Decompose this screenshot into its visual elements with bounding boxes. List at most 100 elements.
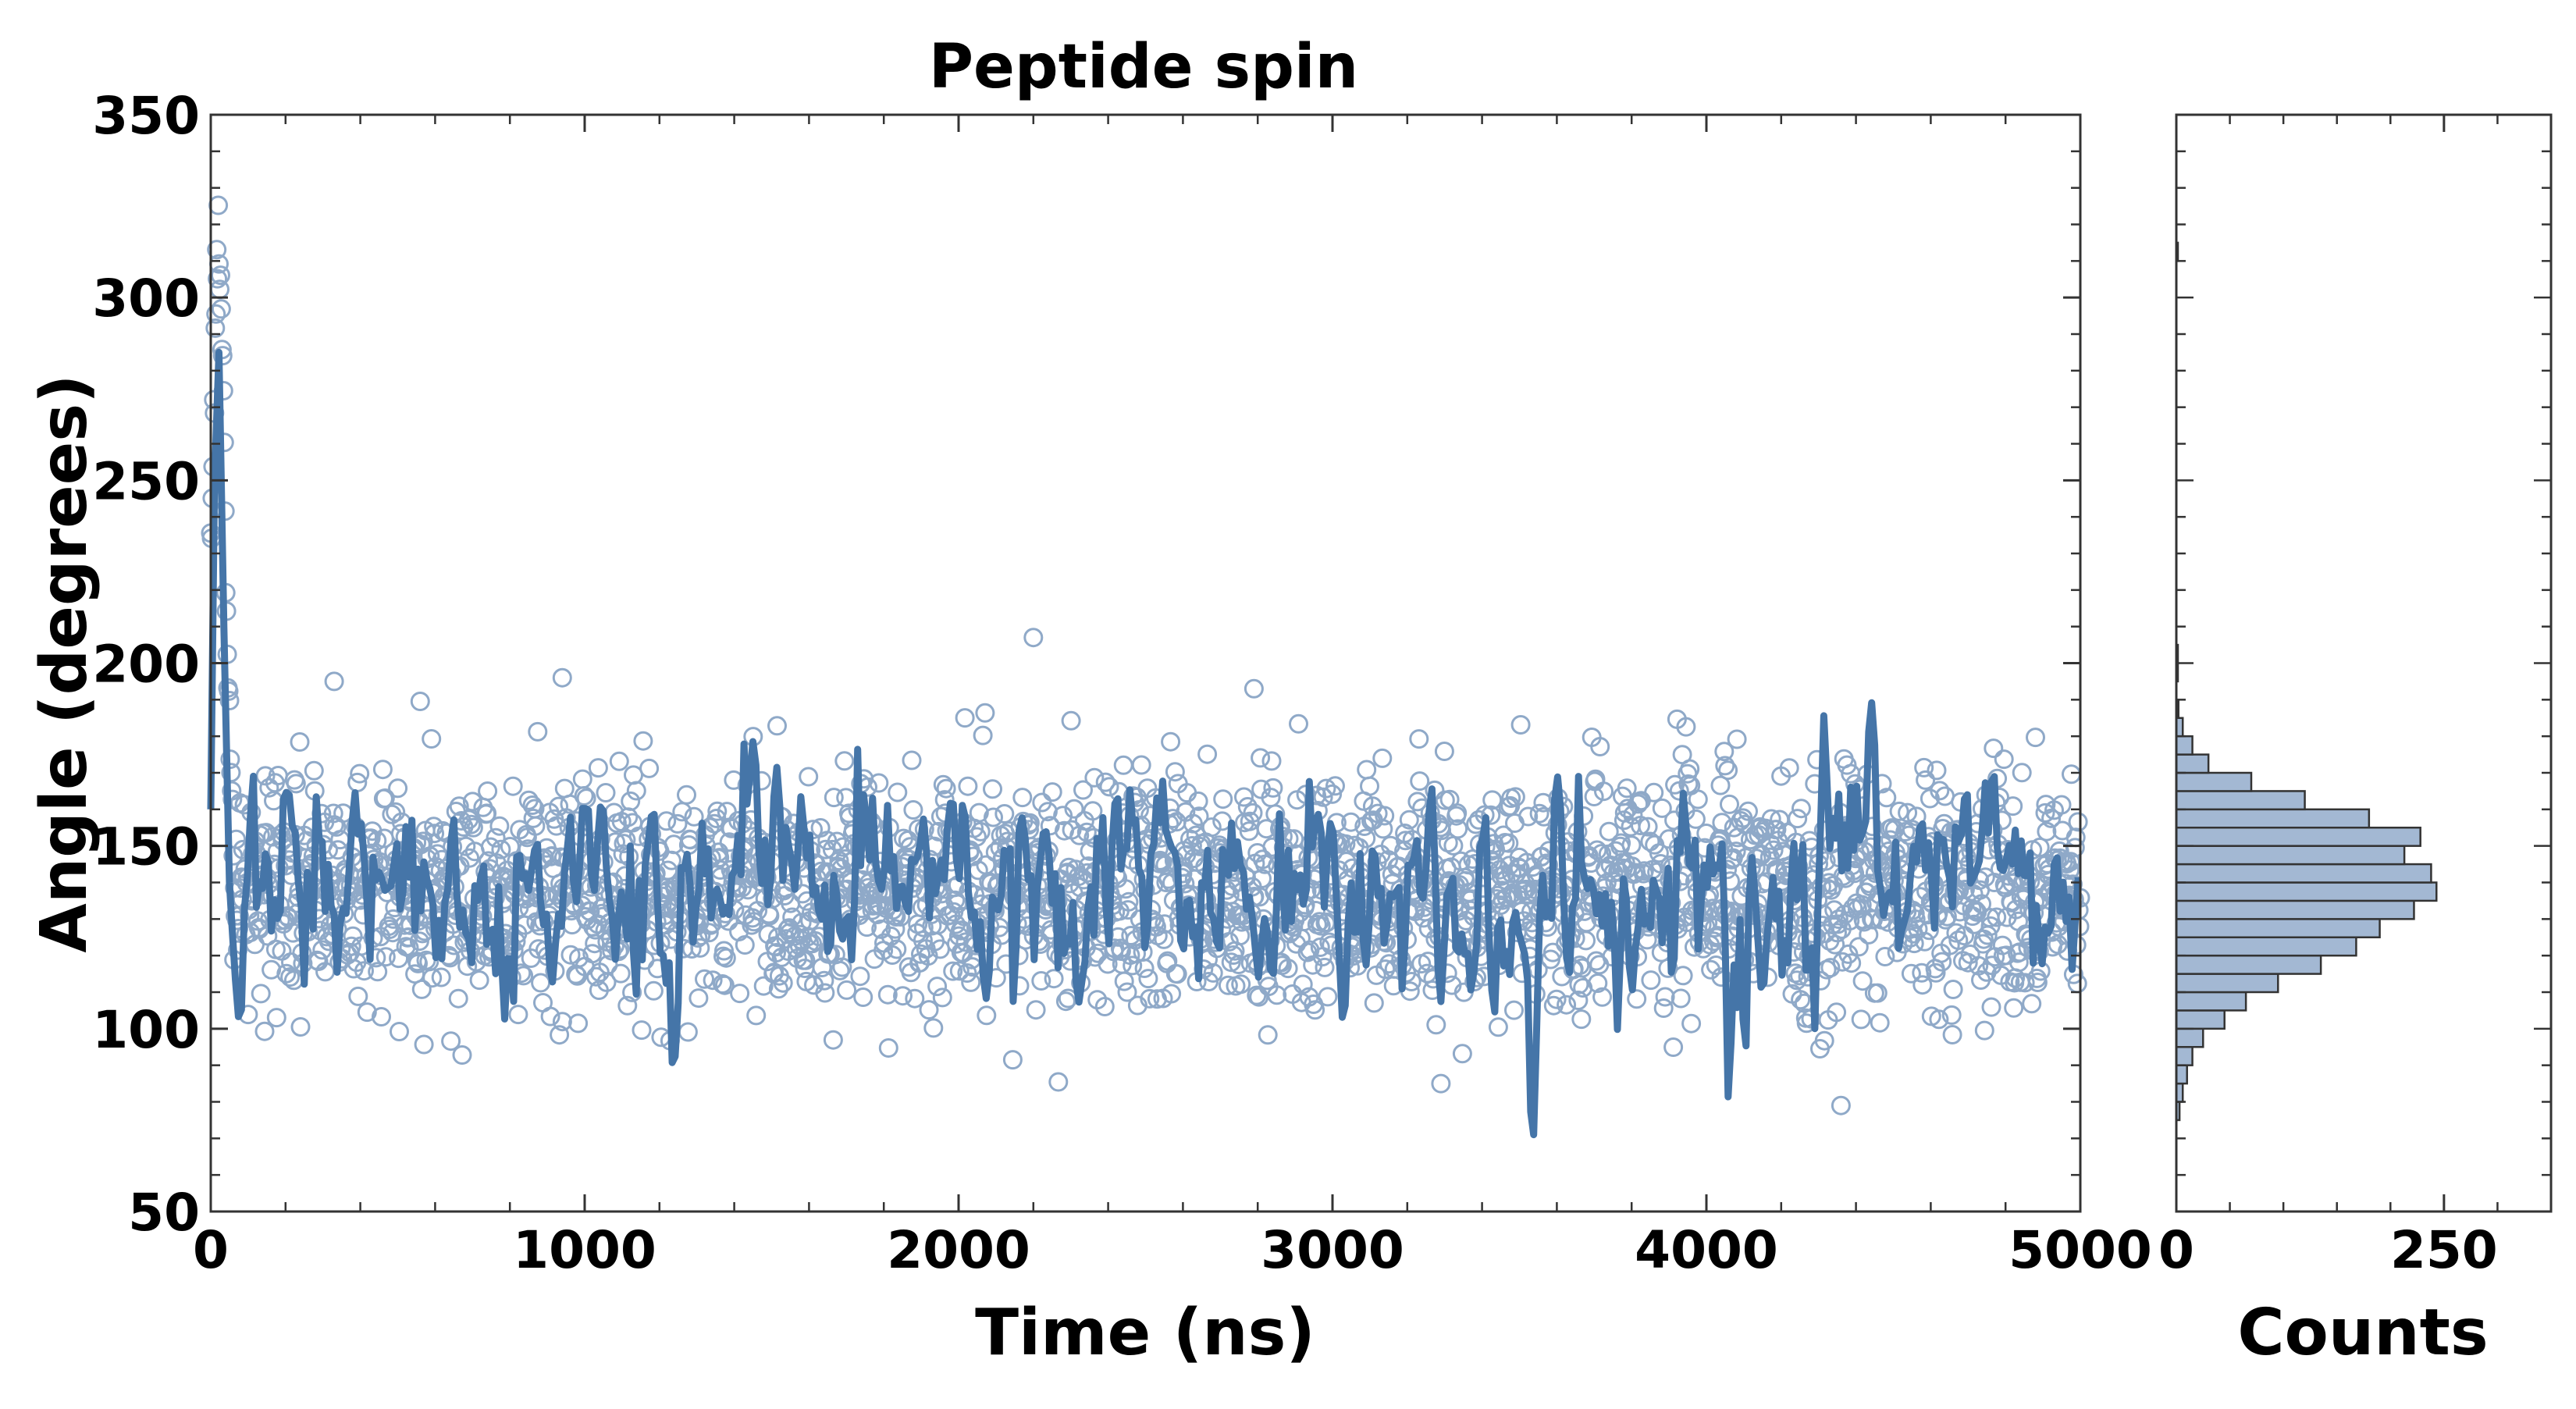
scatter-point bbox=[1926, 962, 1946, 983]
scatter-point bbox=[831, 859, 852, 879]
scatter-point bbox=[1867, 983, 1888, 1003]
scatter-point bbox=[905, 988, 925, 1009]
scatter-point bbox=[832, 957, 852, 977]
scatter-point bbox=[383, 909, 404, 929]
scatter-point bbox=[1720, 794, 1739, 814]
scatter-point bbox=[1318, 987, 1338, 1007]
scatter-point bbox=[1197, 744, 1218, 764]
scatter-point bbox=[390, 1022, 409, 1041]
scatter-point bbox=[782, 907, 802, 927]
scatter-point bbox=[1203, 962, 1223, 983]
scatter-point bbox=[1261, 751, 1282, 771]
scatter-point bbox=[1889, 801, 1909, 821]
scatter-point bbox=[1714, 742, 1735, 762]
scatter-point bbox=[1231, 974, 1251, 994]
scatter-point bbox=[1571, 1009, 1592, 1030]
histogram-plot: 0 250 bbox=[2158, 113, 2553, 1280]
scatter-point bbox=[1162, 984, 1182, 1004]
scatter-point bbox=[368, 962, 388, 982]
scatter-point bbox=[2068, 812, 2088, 832]
scatter-point bbox=[1904, 934, 1924, 954]
scatter-point bbox=[1981, 997, 2001, 1017]
scatter-point bbox=[1932, 952, 1952, 972]
scatter-point bbox=[919, 1000, 939, 1020]
scatter-point bbox=[1994, 749, 2014, 770]
scatter-point bbox=[2027, 973, 2048, 992]
histogram-bar bbox=[2175, 808, 2371, 829]
scatter-point bbox=[1779, 758, 1799, 778]
scatter-point bbox=[707, 801, 728, 821]
y-tick-label: 250 bbox=[92, 451, 200, 511]
scatter-point bbox=[1117, 982, 1137, 1002]
scatter-outlier-point bbox=[1431, 1073, 1451, 1094]
scatter-point bbox=[815, 983, 835, 1003]
scatter-point bbox=[994, 804, 1015, 824]
scatter-point bbox=[290, 1017, 311, 1037]
scatter-point bbox=[1119, 891, 1139, 912]
scatter-point bbox=[1631, 816, 1650, 835]
scatter-point bbox=[878, 1038, 898, 1058]
scatter-point bbox=[1167, 964, 1187, 984]
scatter-point bbox=[280, 967, 301, 987]
histogram-bar bbox=[2175, 973, 2279, 994]
scatter-point bbox=[1044, 969, 1064, 989]
scatter-point bbox=[911, 944, 930, 964]
scatter-point bbox=[205, 318, 226, 338]
scatter-point bbox=[1927, 760, 1947, 781]
scatter-point bbox=[1942, 1025, 1962, 1044]
scatter-point bbox=[1263, 777, 1283, 798]
scatter-point bbox=[411, 979, 432, 999]
scatter-point bbox=[1410, 771, 1430, 792]
scatter-point bbox=[247, 911, 268, 931]
scatter-point bbox=[1213, 789, 1233, 809]
scatter-point bbox=[1002, 1050, 1023, 1070]
scatter-point bbox=[560, 945, 581, 965]
scatter-point bbox=[1992, 935, 2012, 955]
scatter-point bbox=[1481, 805, 1501, 825]
histogram-bar bbox=[2175, 1046, 2194, 1066]
scatter-point bbox=[824, 788, 844, 808]
scatter-point bbox=[1188, 791, 1208, 811]
scatter-point bbox=[441, 1031, 461, 1051]
scatter-point bbox=[2037, 821, 2057, 841]
scatter-point bbox=[877, 984, 898, 1005]
scatter-point bbox=[1447, 803, 1468, 824]
scatter-point bbox=[1974, 1020, 1994, 1041]
chart-title: Peptide spin bbox=[929, 32, 1358, 102]
histogram-bar bbox=[2175, 863, 2432, 884]
scatter-point bbox=[422, 968, 443, 988]
scatter-point bbox=[706, 809, 727, 828]
scatter-point bbox=[735, 935, 755, 955]
scatter-point bbox=[902, 750, 922, 770]
scatter-point bbox=[1870, 1012, 1890, 1033]
scatter-point bbox=[1505, 787, 1525, 807]
scatter-point bbox=[730, 984, 750, 1004]
histogram-bar bbox=[2175, 1009, 2226, 1030]
scatter-point bbox=[871, 919, 891, 939]
x-tick-label: 1000 bbox=[513, 1220, 656, 1280]
scatter-point bbox=[522, 795, 543, 815]
scatter-point bbox=[975, 703, 995, 723]
scatter-point bbox=[1289, 713, 1308, 734]
scatter-point bbox=[1851, 1009, 1871, 1030]
scatter-point bbox=[771, 947, 792, 967]
scatter-point bbox=[973, 725, 993, 745]
scatter-point bbox=[958, 776, 978, 796]
scatter-point bbox=[1189, 806, 1209, 827]
scatter-point bbox=[977, 1005, 997, 1026]
scatter-point bbox=[422, 729, 442, 749]
histogram-bar bbox=[2175, 899, 2415, 920]
scatter-point bbox=[1652, 798, 1672, 818]
scatter-point bbox=[552, 1012, 572, 1032]
scatter-point bbox=[688, 988, 709, 1009]
scatter-point bbox=[1820, 958, 1841, 978]
scatter-point bbox=[1305, 1000, 1325, 1020]
scatter-point bbox=[1325, 776, 1345, 796]
scatter-point bbox=[1409, 729, 1429, 749]
scatter-point bbox=[746, 1005, 767, 1026]
scatter-point bbox=[1718, 760, 1738, 781]
scatter-point bbox=[1590, 737, 1610, 756]
scatter-point bbox=[1984, 738, 2004, 759]
scatter-point bbox=[830, 960, 850, 980]
scatter-point bbox=[802, 934, 822, 954]
